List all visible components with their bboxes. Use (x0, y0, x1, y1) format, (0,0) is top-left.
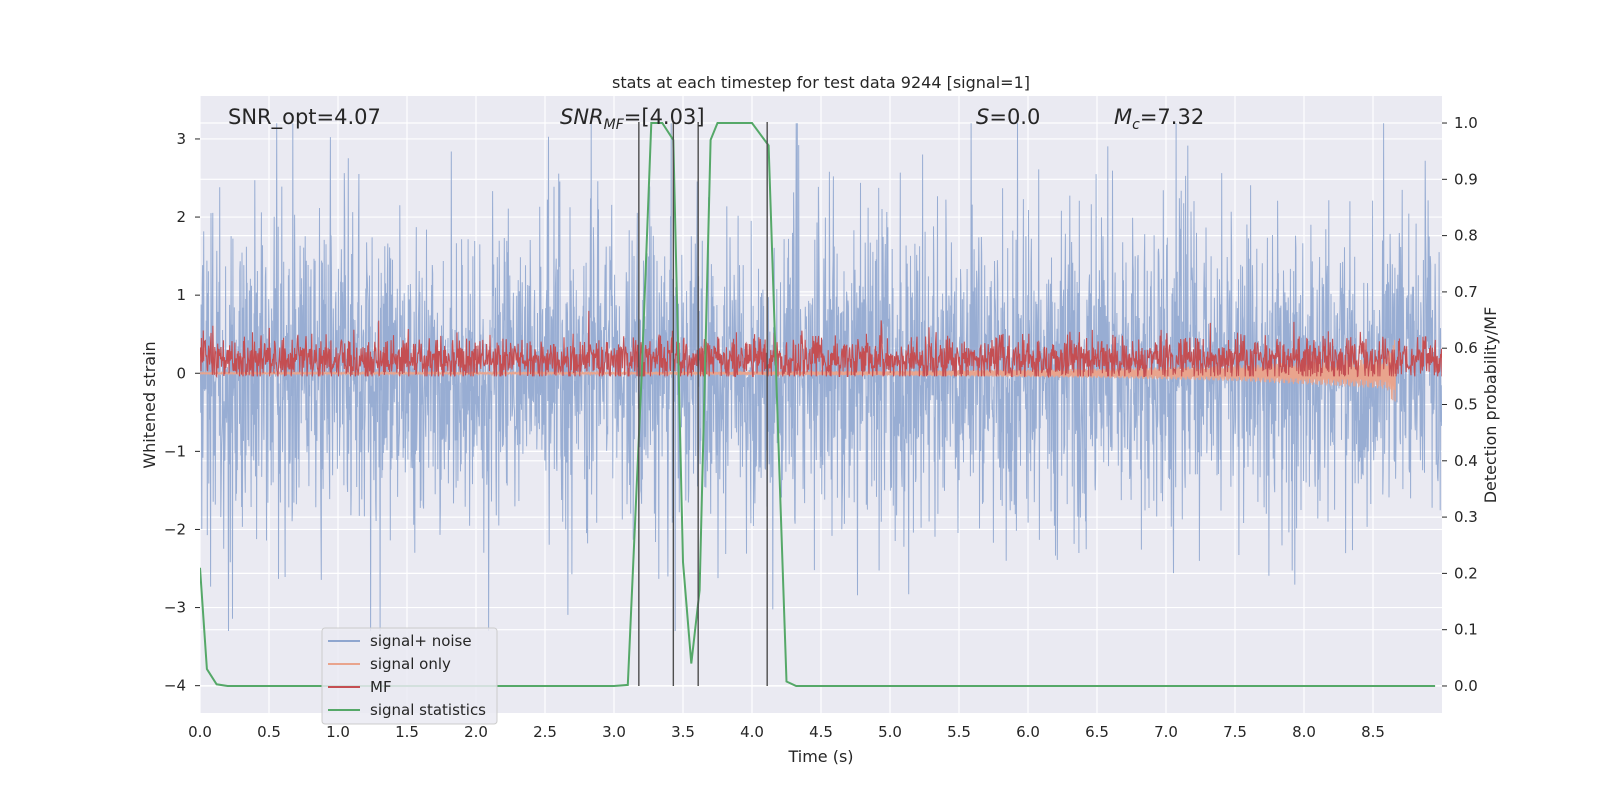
y-right-tick-label: 0.2 (1454, 564, 1478, 582)
snr-mf-sub: MF (604, 117, 625, 133)
x-tick-label: 6.5 (1085, 723, 1109, 741)
x-tick-label: 2.0 (464, 723, 488, 741)
y-right-tick-label: 0.9 (1454, 170, 1478, 188)
y-right-tick-label: 0.1 (1454, 621, 1478, 639)
y-tick-label: 1 (176, 286, 186, 304)
x-tick-label: 5.0 (878, 723, 902, 741)
y-right-axis-label: Detection probability/MF (1481, 307, 1500, 504)
x-tick-label: 1.0 (326, 723, 350, 741)
legend-label-signal-only: signal only (370, 655, 451, 673)
x-tick-label: 3.5 (671, 723, 695, 741)
y-tick-label: 3 (176, 130, 186, 148)
legend-label-signal-noise: signal+ noise (370, 632, 472, 650)
x-tick-label: 1.5 (395, 723, 419, 741)
snr-mf-rest: =[4.03] (624, 105, 705, 129)
legend-label-signal-statistics: signal statistics (370, 701, 486, 719)
snr-opt-annotation: SNR_opt=4.07 (228, 105, 381, 130)
y-tick-label: −1 (164, 442, 186, 460)
y-right-tick-label: 0.8 (1454, 227, 1478, 245)
series-signal-noise (200, 123, 1442, 632)
y-tick-label: −2 (164, 520, 186, 538)
y-right-tick-label: 0.3 (1454, 508, 1478, 526)
y-right-tick-label: 0.0 (1454, 677, 1478, 695)
y-right-tick-label: 0.6 (1454, 339, 1478, 357)
s-rest: =0.0 (989, 105, 1040, 129)
y-tick-label: −3 (164, 599, 186, 617)
y-right-tick-label: 0.4 (1454, 452, 1478, 470)
mc-main: M (1114, 105, 1132, 129)
x-tick-label: 7.0 (1154, 723, 1178, 741)
x-tick-label: 8.5 (1361, 723, 1385, 741)
y-tick-labels: 3 2 1 0 −1 −2 −3 −4 (164, 130, 200, 695)
snr-mf-main: SNR (560, 105, 604, 129)
x-tick-label: 4.0 (740, 723, 764, 741)
x-tick-label: 7.5 (1223, 723, 1247, 741)
y-right-tick-label: 0.5 (1454, 396, 1478, 414)
x-tick-labels: 0.0 0.5 1.0 1.5 2.0 2.5 3.0 3.5 4.0 4.5 5.0 5.5 6.0 6… (188, 723, 1385, 741)
x-tick-label: 5.5 (947, 723, 971, 741)
mc-rest: =7.32 (1140, 105, 1204, 129)
series-mf (200, 310, 1442, 379)
x-tick-label: 2.5 (533, 723, 557, 741)
y-right-tick-label: 1.0 (1454, 114, 1478, 132)
legend-label-mf: MF (370, 678, 392, 696)
y-right-tick-label: 0.7 (1454, 283, 1478, 301)
y-axis-label: Whitened strain (140, 341, 159, 468)
x-tick-label: 0.0 (188, 723, 212, 741)
vertical-markers (638, 122, 768, 686)
x-tick-label: 0.5 (257, 723, 281, 741)
legend: signal+ noise signal only MF signal stat… (321, 627, 498, 725)
y-tick-label: −4 (164, 677, 186, 695)
s-annotation: S=0.0 (976, 105, 1040, 129)
x-tick-label: 6.0 (1016, 723, 1040, 741)
x-axis-label: Time (s) (787, 747, 853, 766)
y-tick-label: 2 (176, 208, 186, 226)
x-tick-label: 3.0 (602, 723, 626, 741)
s-main: S (976, 105, 989, 129)
snr-mf-annotation: SNRMF=[4.03] (560, 105, 705, 133)
mc-sub: c (1132, 117, 1140, 133)
x-tick-label: 8.0 (1292, 723, 1316, 741)
series-signal-statistics (200, 122, 1436, 687)
series-layer (200, 122, 1442, 687)
y-tick-label: 0 (176, 364, 186, 382)
legend-box (321, 627, 498, 725)
x-tick-label: 4.5 (809, 723, 833, 741)
y-right-tick-labels: 1.0 0.9 0.8 0.7 0.6 0.5 0.4 0.3 0.2 0.1 0.0 (1442, 114, 1478, 695)
chart-title: stats at each timestep for test data 924… (612, 73, 1030, 92)
mc-annotation: Mc=7.32 (1114, 105, 1204, 133)
